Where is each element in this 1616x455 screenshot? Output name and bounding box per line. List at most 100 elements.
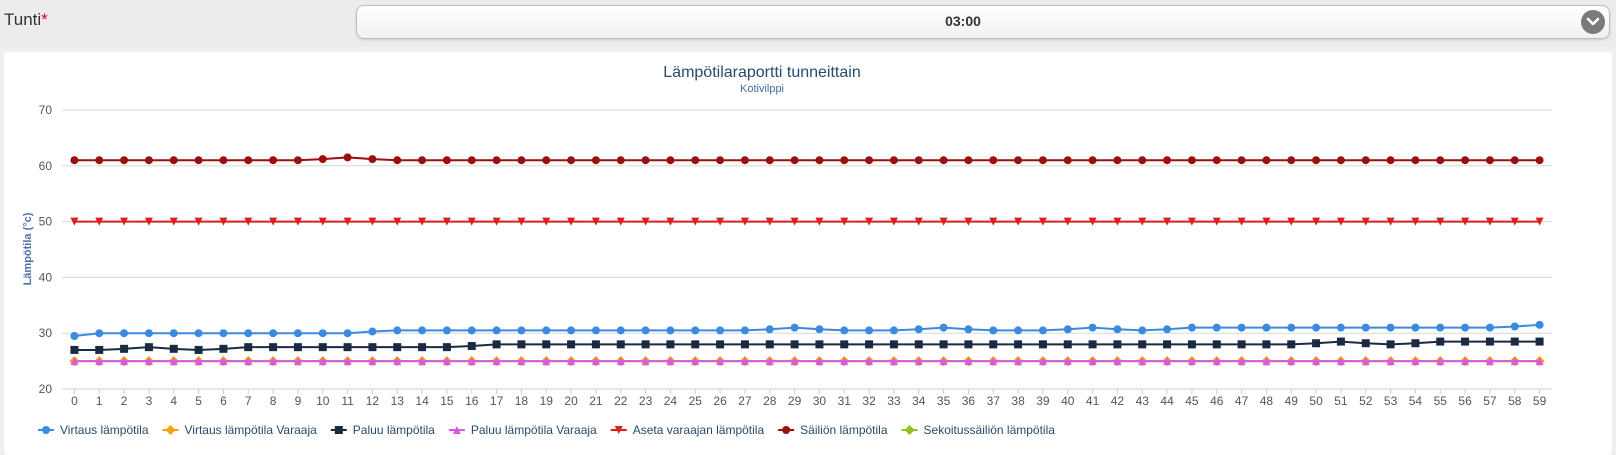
hour-select[interactable]: 03:00 (356, 5, 1610, 39)
legend-label: Säiliön lämpötila (800, 423, 888, 437)
data-point (95, 329, 104, 338)
data-point (914, 325, 923, 334)
data-point (442, 156, 451, 165)
data-point (691, 217, 700, 226)
y-axis-label: Lämpötila (°c) (22, 212, 34, 285)
data-point (467, 156, 476, 165)
data-point (418, 343, 427, 352)
x-tick-label: 27 (738, 394, 752, 408)
data-point (1014, 340, 1023, 349)
data-point (865, 156, 874, 165)
x-tick-label: 26 (713, 394, 727, 408)
data-point (393, 156, 402, 165)
data-point (790, 217, 799, 226)
data-point (591, 357, 600, 366)
data-point (567, 217, 576, 226)
data-point (591, 217, 600, 226)
data-point (492, 357, 501, 366)
legend-item: Säiliön lämpötila (778, 423, 888, 437)
data-point (120, 357, 129, 366)
data-point (219, 217, 228, 226)
x-tick-label: 20 (564, 394, 578, 408)
data-point (1262, 357, 1271, 366)
chart-title: Lämpötilaraportti tunneittain (663, 64, 860, 81)
data-point (914, 340, 923, 349)
data-point (1138, 217, 1147, 226)
data-point (1113, 357, 1122, 366)
data-point (95, 345, 104, 354)
legend-item: Virtaus lämpötila (38, 423, 149, 437)
data-point (169, 344, 178, 353)
data-point (1262, 217, 1271, 226)
data-point (1088, 217, 1097, 226)
data-point (765, 357, 774, 366)
data-point (70, 357, 79, 366)
data-point (393, 326, 402, 335)
x-tick-label: 42 (1111, 394, 1125, 408)
data-point (1088, 156, 1097, 165)
data-point (1262, 323, 1271, 332)
temperature-chart: Lämpötilaraportti tunneittain Kotivilppi… (22, 64, 1552, 437)
hour-label-text: Tunti (4, 10, 42, 29)
legend-item: Aseta varaajan lämpötila (610, 423, 764, 437)
data-point (865, 326, 874, 335)
data-point (1485, 156, 1494, 165)
data-point (293, 156, 302, 165)
data-point (740, 357, 749, 366)
legend-item: Paluu lämpötila (330, 423, 435, 437)
data-point (1163, 325, 1172, 334)
data-point (889, 217, 898, 226)
chevron-down-icon[interactable] (1581, 10, 1605, 34)
data-point (1113, 156, 1122, 165)
data-point (1535, 357, 1544, 366)
x-tick-label: 29 (788, 394, 802, 408)
data-point (418, 156, 427, 165)
x-tick-labels: 0 1 2 3 4 5 6 7 8 9 10 11 12 13 14 15 16 17 18 19 20 21 22 23 24… (71, 389, 1547, 408)
x-tick-label: 19 (540, 394, 554, 408)
x-tick-label: 4 (170, 394, 177, 408)
data-point (95, 357, 104, 366)
data-point (1386, 323, 1395, 332)
x-tick-label: 33 (887, 394, 901, 408)
data-point (144, 329, 153, 338)
legend-label: Paluu lämpötila (353, 423, 435, 437)
data-point (1262, 340, 1271, 349)
data-point (467, 326, 476, 335)
data-point (169, 156, 178, 165)
data-point (1361, 357, 1370, 366)
required-mark: * (41, 10, 48, 29)
data-point (666, 156, 675, 165)
y-tick-label: 20 (39, 382, 53, 396)
data-point (1461, 323, 1470, 332)
data-point (939, 323, 948, 332)
data-point (95, 217, 104, 226)
data-point (1038, 156, 1047, 165)
data-point (914, 217, 923, 226)
data-point (1038, 326, 1047, 335)
x-tick-label: 32 (862, 394, 876, 408)
data-point (1436, 156, 1445, 165)
data-point (244, 156, 253, 165)
data-point (368, 217, 377, 226)
data-point (1063, 340, 1072, 349)
data-point (1461, 337, 1470, 346)
data-point (1138, 357, 1147, 366)
data-point (1038, 217, 1047, 226)
x-tick-label: 12 (366, 394, 380, 408)
data-point (691, 357, 700, 366)
data-point (840, 326, 849, 335)
data-point (666, 326, 675, 335)
data-point (120, 156, 129, 165)
series-3 (70, 357, 1544, 366)
data-point (914, 357, 923, 366)
data-point (1510, 322, 1519, 331)
data-point (1163, 217, 1172, 226)
x-tick-label: 43 (1136, 394, 1150, 408)
data-point (1510, 337, 1519, 346)
data-point (1436, 337, 1445, 346)
x-tick-label: 28 (763, 394, 777, 408)
x-tick-label: 39 (1036, 394, 1050, 408)
data-point (1287, 323, 1296, 332)
data-point (567, 326, 576, 335)
data-point (343, 217, 352, 226)
